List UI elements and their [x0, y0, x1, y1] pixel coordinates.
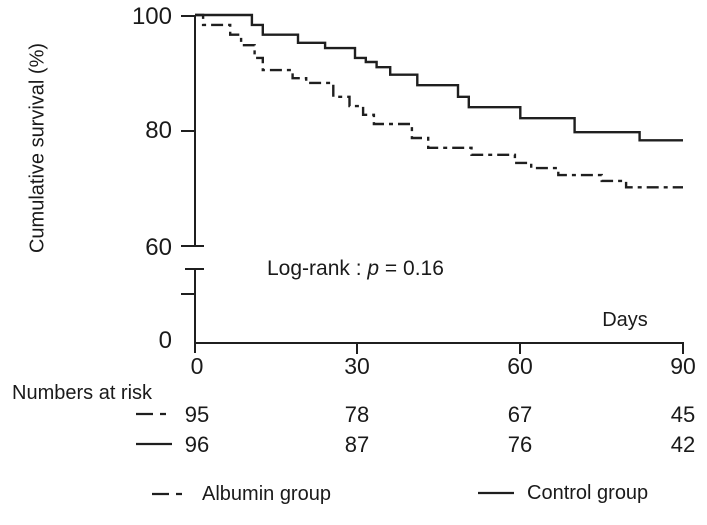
- logrank-p-symbol: p: [367, 257, 380, 280]
- x-tick-label-90: 90: [670, 353, 696, 379]
- risk-albumin-d90: 45: [670, 402, 696, 427]
- legend-control-label: Control group: [527, 482, 649, 504]
- risk-albumin-d30: 78: [344, 402, 370, 427]
- logrank-annotation: Log-rank : p = 0.16: [267, 257, 444, 281]
- control-curve: [195, 13, 683, 142]
- y-tick-label-60: 60: [145, 234, 172, 261]
- risk-albumin-d60: 67: [507, 402, 533, 427]
- y-tick-label-0: 0: [158, 327, 172, 354]
- risk-control-d90: 42: [670, 432, 696, 457]
- risk-control-d60: 76: [507, 432, 533, 457]
- risk-albumin-d0: 95: [184, 402, 210, 427]
- y-tick-label-100: 100: [131, 3, 172, 30]
- risk-control-d0: 96: [184, 432, 210, 457]
- risk-control-d30: 87: [344, 432, 370, 457]
- logrank-prefix: Log-rank :: [267, 257, 368, 280]
- y-axis-title: Cumulative survival (%): [26, 42, 49, 254]
- x-tick-label-60: 60: [507, 353, 533, 379]
- logrank-value: = 0.16: [379, 257, 444, 280]
- numbers-at-risk-title: Numbers at risk: [12, 382, 153, 404]
- y-tick-label-80: 80: [145, 117, 172, 144]
- x-axis-title: Days: [602, 309, 648, 331]
- albumin-curve: [195, 13, 683, 189]
- legend-albumin-label: Albumin group: [202, 483, 331, 505]
- x-tick-label-0: 0: [190, 353, 204, 379]
- x-tick-label-30: 30: [344, 353, 370, 379]
